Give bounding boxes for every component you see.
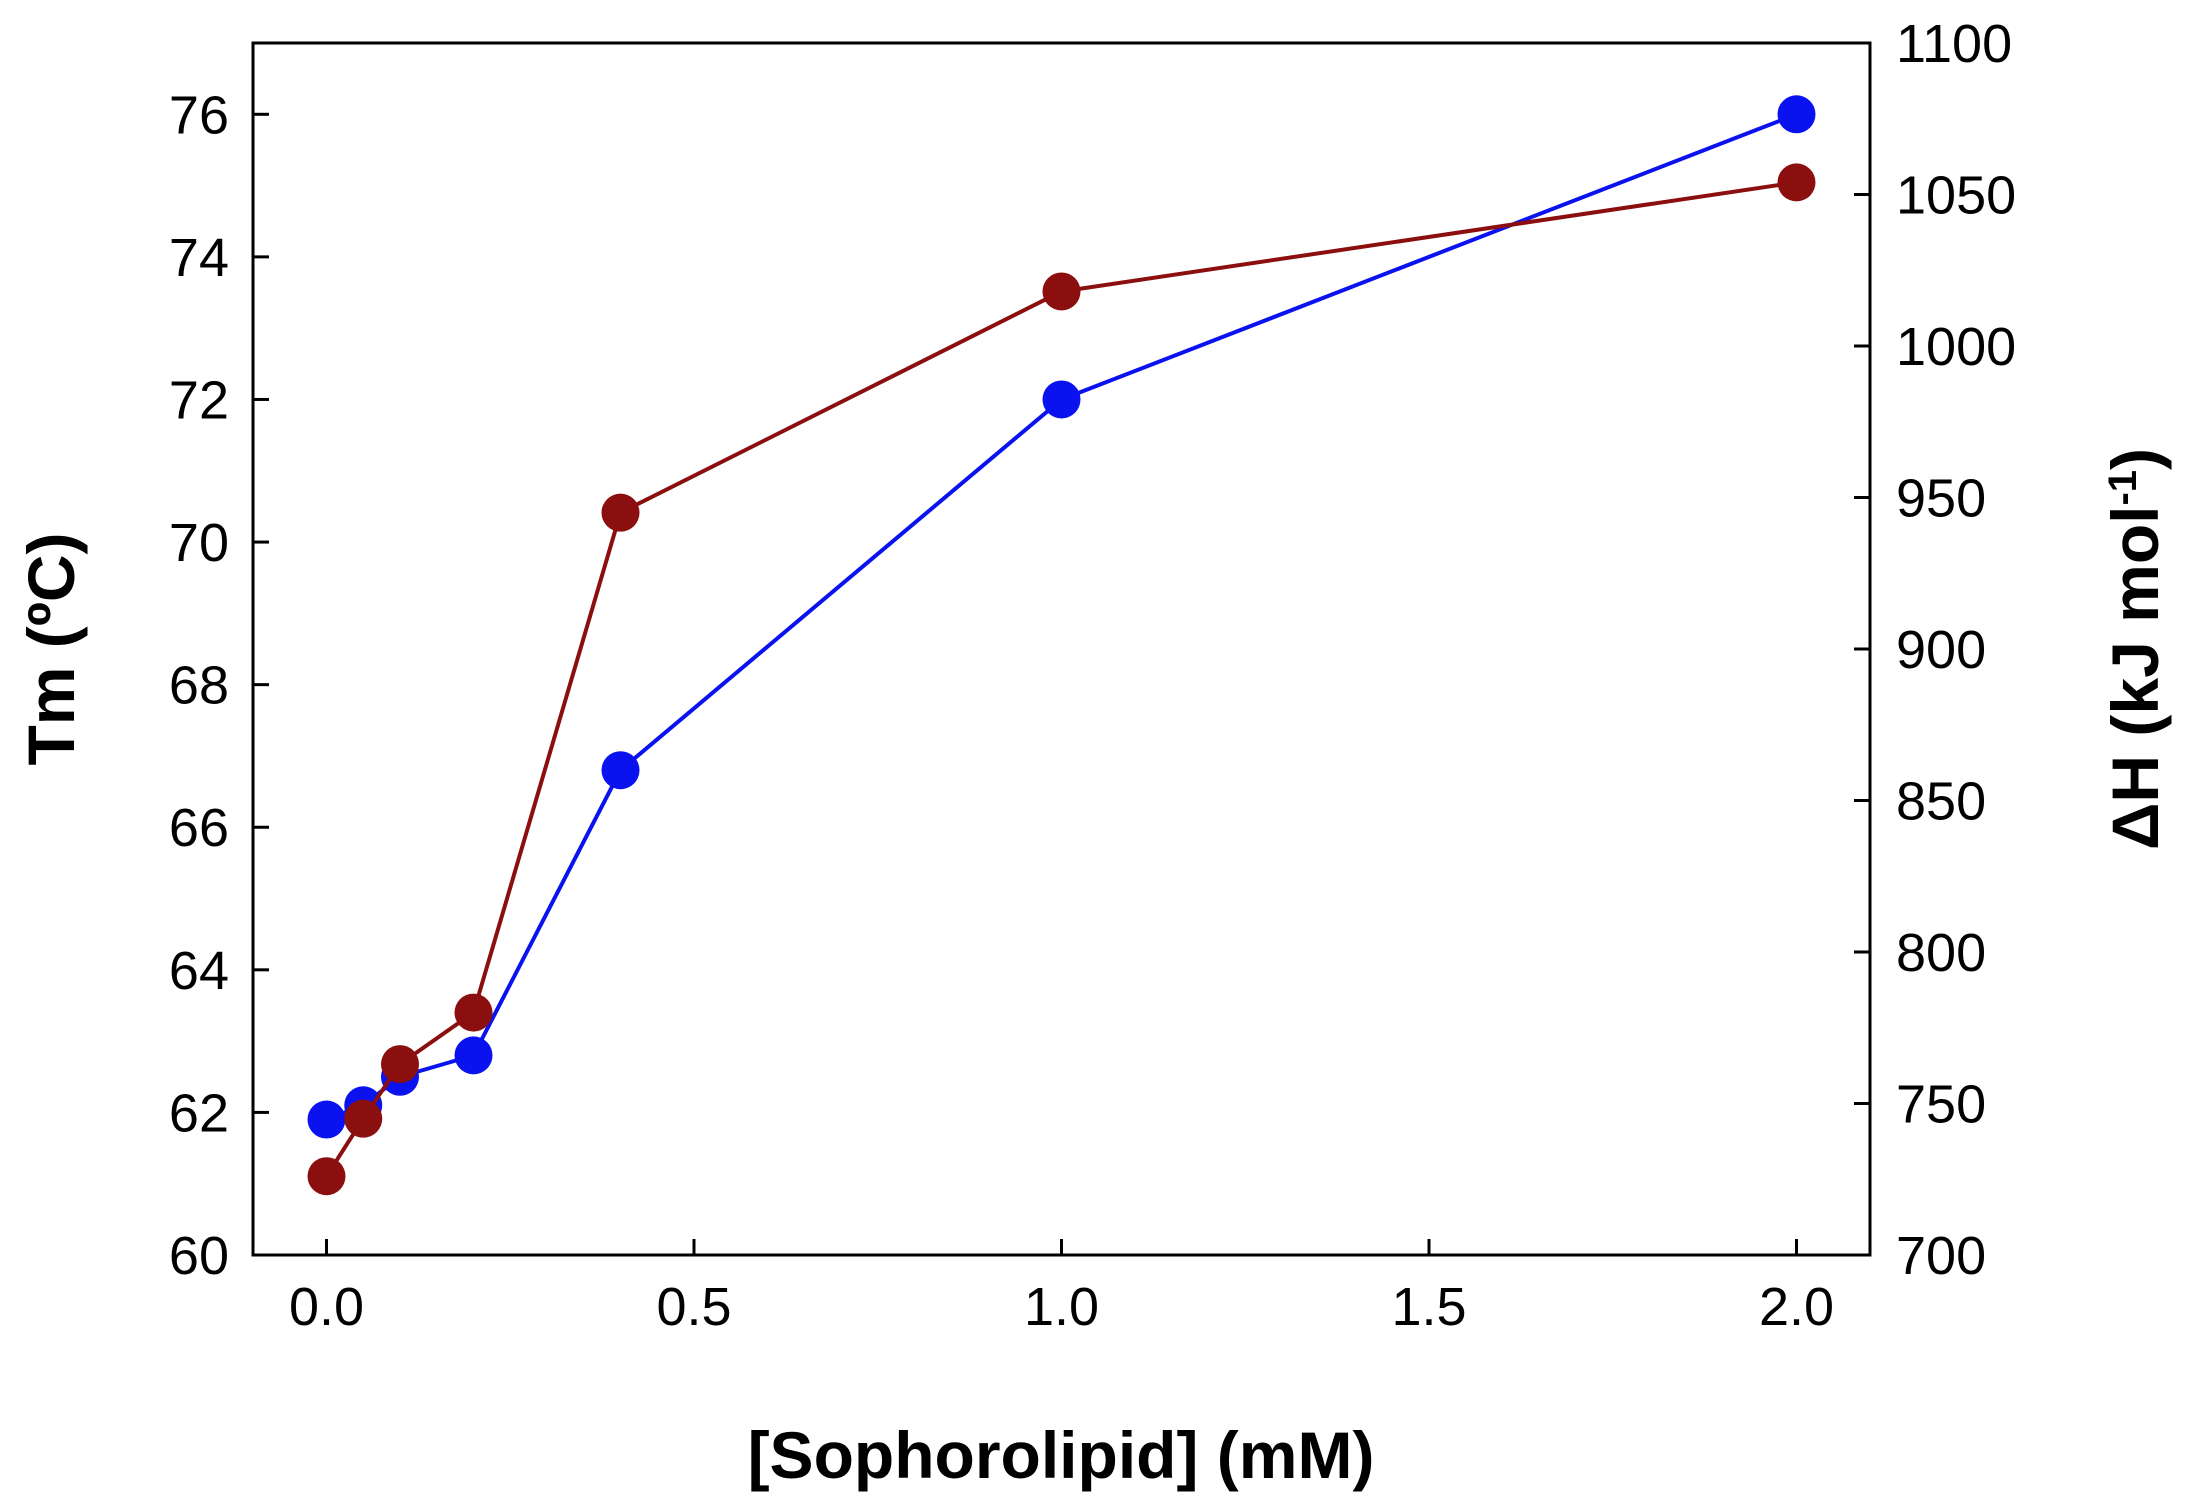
left-y-tick-label: 72 bbox=[169, 370, 229, 430]
left-y-tick-label: 74 bbox=[169, 228, 229, 288]
series-2 bbox=[307, 163, 1816, 1196]
right-y-tick-label: 950 bbox=[1896, 469, 1986, 529]
left-y-tick-label: 68 bbox=[169, 656, 229, 716]
left-y-tick-label: 76 bbox=[169, 85, 229, 145]
right-y-axis-title-close: ) bbox=[2098, 448, 2172, 470]
right-y-tick-label: 900 bbox=[1896, 620, 1986, 680]
left-y-tick-label: 62 bbox=[169, 1083, 229, 1143]
right-y-axis-title-main: ΔH (kJ mol bbox=[2098, 506, 2172, 851]
plot-frame bbox=[251, 41, 1872, 1257]
series-1-line bbox=[325, 112, 1798, 1122]
series-2-point bbox=[381, 1045, 419, 1084]
x-tick-label: 0.5 bbox=[656, 1277, 731, 1337]
series-2-point bbox=[344, 1099, 383, 1138]
series-2-point bbox=[454, 993, 493, 1032]
series-2-point bbox=[601, 493, 640, 532]
x-tick-label: 0.0 bbox=[289, 1277, 364, 1337]
series-2-line bbox=[324, 180, 1797, 1178]
series-1-point bbox=[307, 1100, 346, 1139]
x-tick-label: 1.0 bbox=[1024, 1277, 1099, 1337]
left-y-tick-label: 64 bbox=[169, 941, 229, 1001]
x-tick-label: 1.5 bbox=[1391, 1277, 1466, 1337]
right-y-tick-label: 800 bbox=[1896, 923, 1986, 983]
right-y-tick-label: 1000 bbox=[1896, 317, 2016, 377]
series-2-point bbox=[307, 1157, 346, 1196]
series-2-point bbox=[1777, 163, 1816, 202]
right-y-axis-title-sup: -1 bbox=[2101, 470, 2145, 506]
right-y-axis-title: ΔH (kJ mol-1) bbox=[2098, 448, 2172, 850]
series-layer bbox=[307, 95, 1816, 1196]
right-y-tick-label: 700 bbox=[1896, 1226, 1986, 1286]
x-axis-title: [Sophorolipid] (mM) bbox=[748, 1418, 1375, 1492]
series-1-point bbox=[454, 1036, 493, 1075]
x-tick-label: 2.0 bbox=[1759, 1277, 1834, 1337]
right-y-tick-label: 1050 bbox=[1896, 166, 2016, 226]
left-y-tick-label: 60 bbox=[169, 1226, 229, 1286]
left-y-axis-title: Tm (ºC) bbox=[14, 532, 88, 765]
left-y-tick-label: 70 bbox=[169, 513, 229, 573]
right-y-axis-ticks: 700 750 800 850 900 950 1000 1050 1100 bbox=[1854, 14, 2016, 1286]
series-1 bbox=[307, 95, 1816, 1139]
series-1-point bbox=[1042, 380, 1081, 419]
series-1-point bbox=[1777, 95, 1816, 134]
right-y-tick-label: 750 bbox=[1896, 1075, 1986, 1135]
right-y-tick-label: 850 bbox=[1896, 772, 1986, 832]
left-y-axis-ticks: 60 62 64 66 68 70 72 74 76 bbox=[169, 85, 269, 1286]
series-1-point bbox=[601, 751, 640, 790]
right-y-tick-label: 1100 bbox=[1896, 14, 2012, 74]
x-axis-ticks: 0.0 0.5 1.0 1.5 2.0 bbox=[289, 1239, 1834, 1337]
series-2-point bbox=[1042, 272, 1081, 311]
left-y-tick-label: 66 bbox=[169, 798, 229, 858]
